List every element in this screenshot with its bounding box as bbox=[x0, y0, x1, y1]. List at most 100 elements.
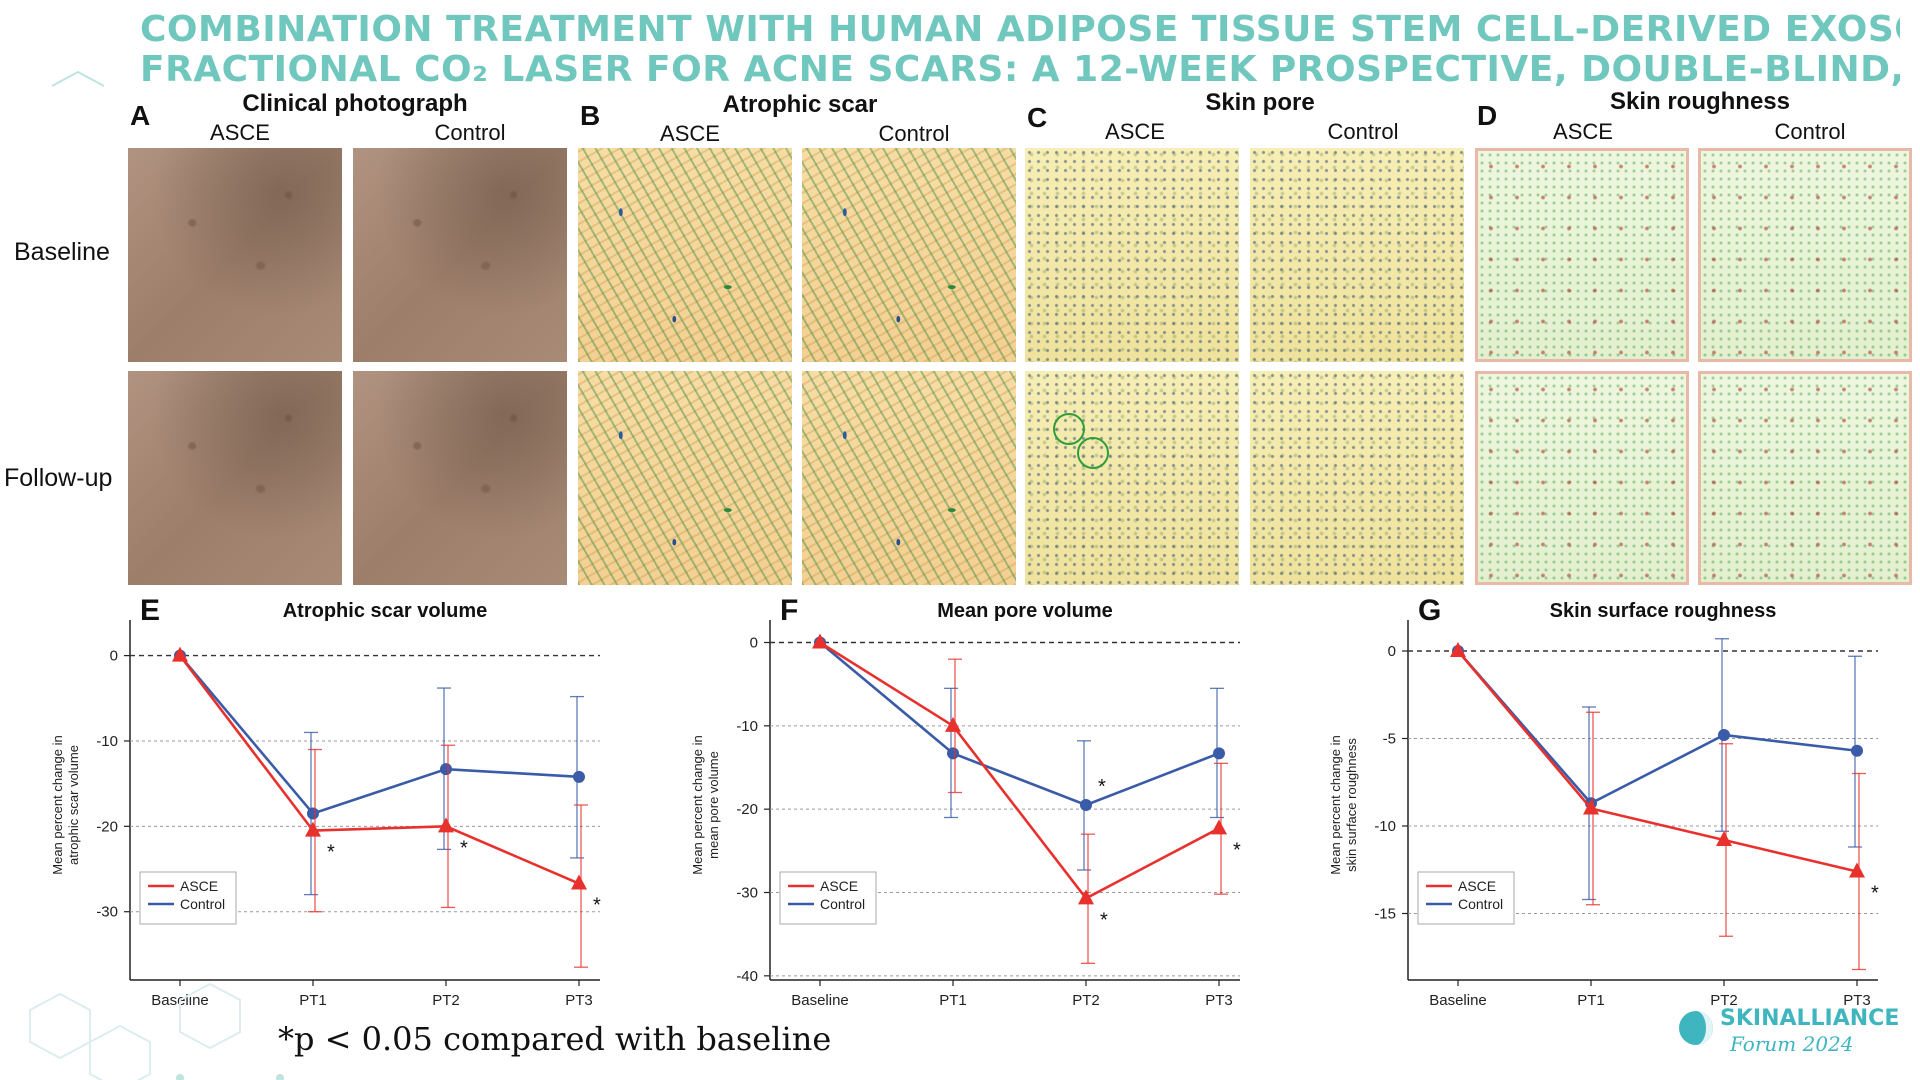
y-axis-label: Mean percent change in atrophic scar volu… bbox=[50, 735, 81, 874]
scar-map-asce-baseline bbox=[578, 148, 792, 362]
y-axis-label-line: Mean percent change in bbox=[1328, 735, 1343, 874]
legend-label-asce: ASCE bbox=[820, 878, 858, 894]
legend-box bbox=[139, 871, 237, 925]
col-label-c-control: Control bbox=[1327, 119, 1399, 144]
y-tick-label: -10 bbox=[736, 718, 758, 735]
panel-letter-a: A bbox=[130, 100, 151, 131]
pore-map-control-baseline bbox=[1250, 148, 1464, 362]
asce-series-line bbox=[819, 641, 1220, 900]
scar-map-control-baseline bbox=[802, 148, 1016, 362]
y-axis-label-line: Mean percent change in bbox=[50, 735, 65, 874]
photo-asce-baseline bbox=[128, 148, 342, 362]
asce-data-point bbox=[1716, 831, 1732, 846]
row-label-follow-up: Follow-up bbox=[4, 464, 113, 492]
asce-data-point bbox=[1849, 862, 1865, 878]
chart-skin-surface-roughness: 0 -5 -10 -15 Baseline PT1 PT2 PT3 G Skin surface … bbox=[1328, 594, 1879, 1009]
roughness-map-asce-baseline bbox=[1475, 148, 1689, 362]
chevron-decoration-icon bbox=[51, 70, 105, 87]
y-axis-label: Mean percent change in mean pore volume bbox=[690, 735, 721, 874]
x-tick-label: PT1 bbox=[1577, 992, 1605, 1009]
chart-title: Atrophic scar volume bbox=[283, 600, 488, 622]
col-label-b-control: Control bbox=[878, 121, 950, 146]
control-data-point bbox=[947, 747, 959, 760]
panel-letter-b: B bbox=[580, 100, 601, 131]
control-data-point bbox=[1213, 747, 1225, 760]
y-tick-label: -30 bbox=[736, 885, 758, 902]
col-label-d-control: Control bbox=[1774, 119, 1846, 144]
slide-title: COMBINATION TREATMENT WITH HUMAN ADIPOSE… bbox=[140, 10, 1900, 90]
control-series-line bbox=[179, 654, 580, 816]
significance-asterisk: * bbox=[1871, 883, 1879, 905]
y-tick-label: -20 bbox=[96, 818, 118, 835]
control-series-line bbox=[819, 641, 1220, 807]
col-label-a-control: Control bbox=[434, 120, 506, 145]
legend-label-asce: ASCE bbox=[1458, 878, 1496, 894]
y-tick-label: -30 bbox=[96, 904, 118, 921]
pore-map-asce-follow-up bbox=[1025, 371, 1239, 585]
panel-title-c: Skin pore bbox=[1205, 89, 1315, 116]
y-tick-label: 0 bbox=[1388, 643, 1396, 660]
y-tick-label: -10 bbox=[96, 733, 118, 750]
chart-title: Mean pore volume bbox=[937, 600, 1113, 622]
y-axis-label-line: atrophic scar volume bbox=[66, 745, 81, 865]
hexagon-decoration-icon bbox=[29, 982, 284, 1080]
legend-box bbox=[1417, 871, 1515, 925]
y-tick-label: 0 bbox=[750, 635, 758, 652]
y-axis-label-line: mean pore volume bbox=[706, 751, 721, 859]
col-label-d-asce: ASCE bbox=[1553, 119, 1613, 144]
col-label-a-asce: ASCE bbox=[210, 120, 270, 145]
pore-highlight-circle bbox=[1053, 413, 1085, 445]
photo-control-follow-up bbox=[353, 371, 567, 585]
chart-panel-letter: G bbox=[1418, 594, 1441, 627]
col-label-b-asce: ASCE bbox=[660, 121, 720, 146]
legend-label-control: Control bbox=[1458, 896, 1503, 912]
y-tick-label: -40 bbox=[736, 968, 758, 985]
significance-asterisk: * bbox=[1233, 839, 1241, 861]
asce-data-point bbox=[172, 646, 188, 662]
asce-data-point bbox=[812, 633, 828, 649]
control-data-point bbox=[1851, 744, 1863, 757]
y-tick-label: 0 bbox=[110, 648, 118, 665]
chart-panel-letter: E bbox=[140, 594, 160, 627]
pore-highlight-circle bbox=[1077, 437, 1109, 469]
x-tick-label: PT1 bbox=[939, 992, 967, 1009]
x-tick-label: PT2 bbox=[1710, 992, 1738, 1009]
y-tick-label: -5 bbox=[1383, 731, 1396, 748]
y-axis-label-line: skin surface roughness bbox=[1344, 738, 1359, 872]
row-label-baseline: Baseline bbox=[14, 238, 110, 266]
col-label-c-asce: ASCE bbox=[1105, 119, 1165, 144]
panel-title-a: Clinical photograph bbox=[242, 90, 468, 117]
y-tick-label: -10 bbox=[1374, 818, 1396, 835]
control-data-point bbox=[573, 770, 585, 783]
scar-map-asce-follow-up bbox=[578, 371, 792, 585]
asce-data-point bbox=[1583, 799, 1599, 815]
panel-title-d: Skin roughness bbox=[1609, 88, 1791, 115]
asce-data-point bbox=[1450, 642, 1466, 657]
control-data-point bbox=[440, 763, 452, 776]
asce-series-line bbox=[178, 654, 580, 885]
scar-map-control-follow-up bbox=[802, 371, 1016, 585]
control-data-point bbox=[1718, 729, 1730, 741]
x-tick-label: PT2 bbox=[432, 992, 460, 1009]
asce-data-point bbox=[571, 874, 587, 890]
control-series-line bbox=[1457, 650, 1858, 805]
asce-data-point bbox=[438, 817, 454, 833]
asce-series-line bbox=[1457, 650, 1858, 873]
x-tick-label: PT3 bbox=[565, 992, 593, 1009]
significance-asterisk: * bbox=[327, 842, 335, 864]
logo-mark-icon bbox=[1679, 1011, 1713, 1045]
y-tick-label: -15 bbox=[1374, 906, 1396, 923]
chart-title: Skin surface roughness bbox=[1550, 600, 1777, 622]
asce-data-point bbox=[305, 821, 321, 837]
x-tick-label: PT3 bbox=[1843, 992, 1871, 1009]
significance-asterisk: * bbox=[593, 895, 601, 917]
panel-letter-d: D bbox=[1477, 100, 1498, 131]
asce-data-point bbox=[1211, 819, 1227, 835]
significance-asterisk: * bbox=[1100, 909, 1108, 931]
legend-box bbox=[779, 871, 877, 925]
x-tick-label: Baseline bbox=[791, 992, 849, 1009]
chart-panel-letter: F bbox=[780, 594, 798, 627]
y-axis-label: Mean percent change in skin surface rough… bbox=[1328, 735, 1359, 874]
slide-title-line-1: COMBINATION TREATMENT WITH HUMAN ADIPOSE… bbox=[140, 10, 1900, 50]
